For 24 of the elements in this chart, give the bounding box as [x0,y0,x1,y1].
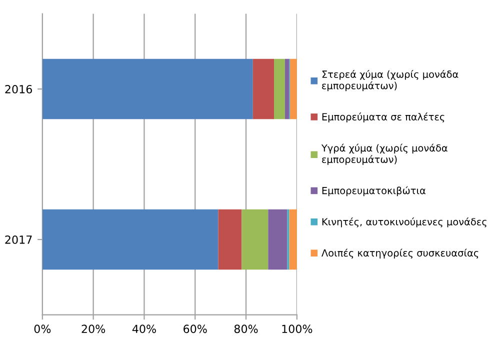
y-tick-label: 2017 [5,235,32,244]
bar [284,58,290,120]
bar [42,58,253,120]
legend-label: Υγρά χύμα (χωρίς μονάδα εμπορευμάτων) [321,144,448,165]
bar [242,209,268,270]
bar [252,58,274,120]
x-tick-label: 100% [282,324,312,334]
bar [42,209,218,270]
x-tick-label: 80% [234,324,258,334]
bar [289,209,297,270]
x-tick-label: 40% [132,324,156,334]
x-tick-label: 0% [34,324,51,334]
legend-label: Κινητές, αυτοκινούμενες μονάδες [322,218,486,228]
legend-label: Στερεά χύμα (χωρίς μονάδα εμπορευμάτων) [322,70,458,92]
bar [218,209,242,270]
bar [274,58,285,120]
bar [268,209,288,270]
legend-label: Εμπορεύματα σε παλέτες [322,112,444,122]
legend-label: Εμπορευματοκιβώτια [322,186,426,196]
legend-label: Λοιπές κατηγορίες συσκευασίας [322,248,478,259]
x-tick-label: 20% [82,324,106,334]
x-tick-label: 60% [184,324,207,334]
y-tick-label: 2016 [5,84,32,94]
bar [290,58,297,120]
